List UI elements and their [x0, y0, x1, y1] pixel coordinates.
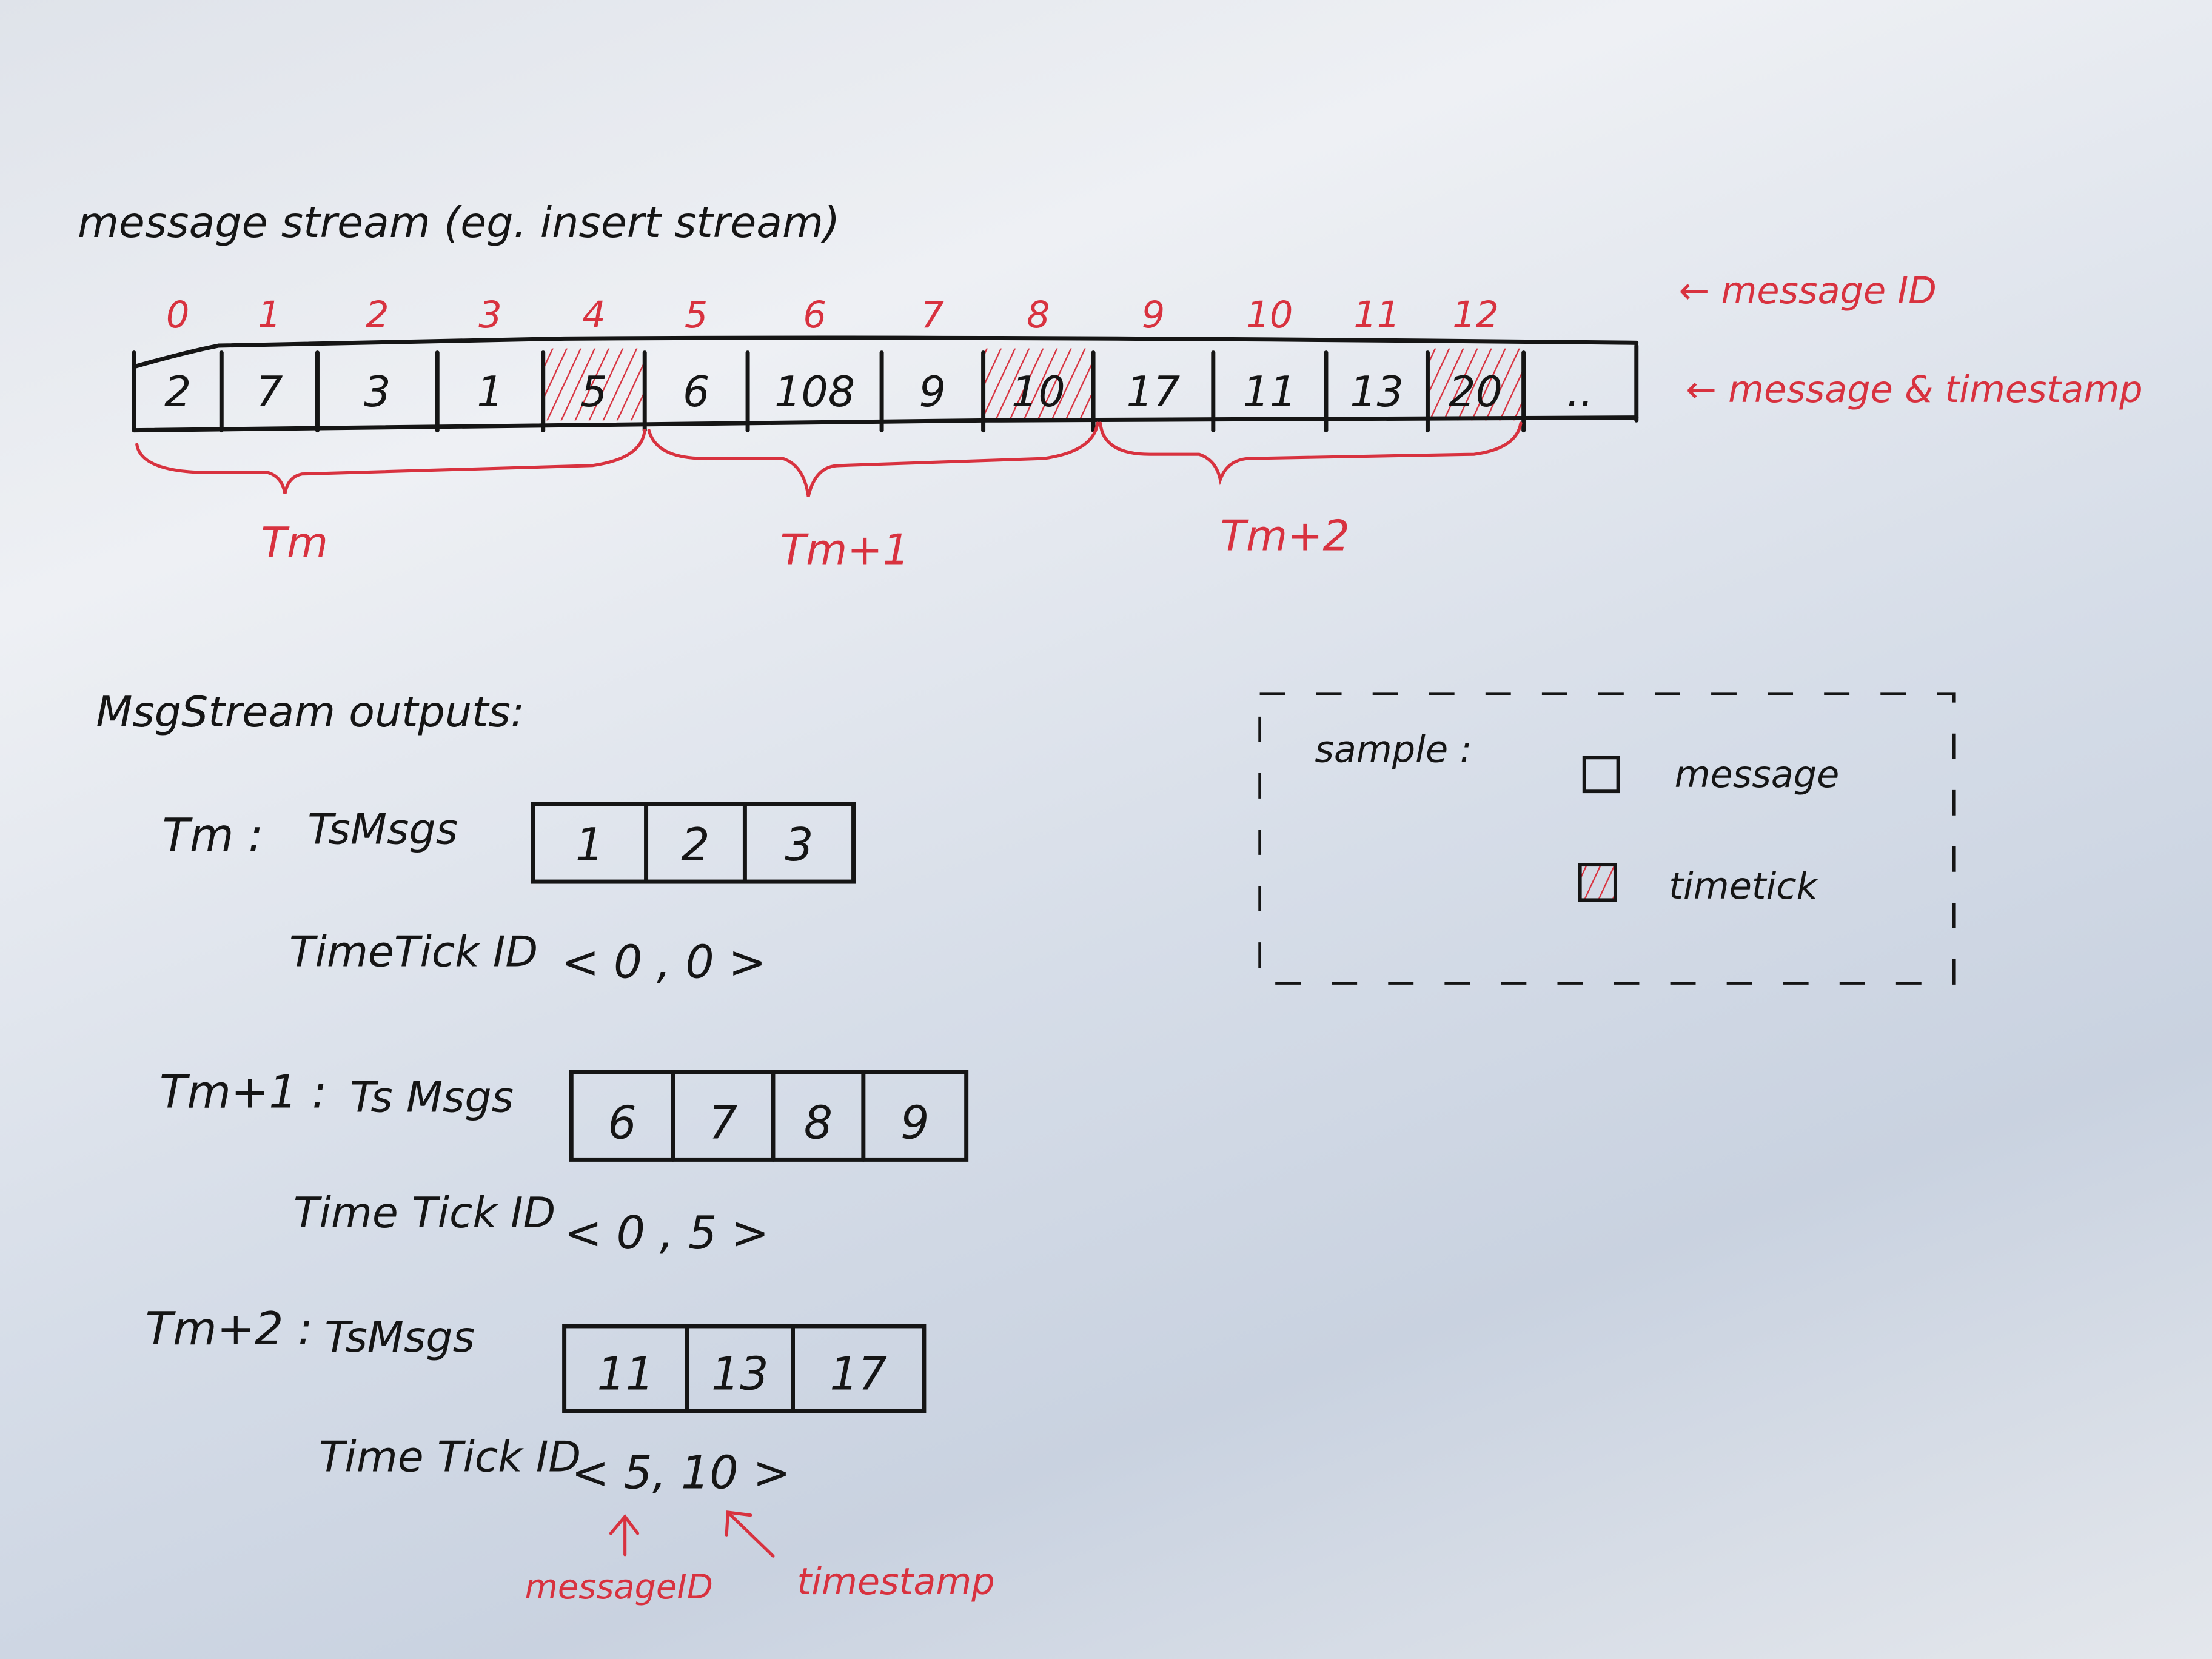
pointer-timestamp: timestamp	[797, 1561, 994, 1603]
brace-tm2	[1099, 421, 1523, 486]
tsmsgs-label: Ts Msgs	[350, 1073, 514, 1122]
message-cell-value: 2	[164, 367, 191, 417]
timetick-cell-value: 10	[1011, 367, 1065, 417]
message-id-label: 8	[1027, 294, 1050, 337]
tsmsgs-box	[531, 802, 856, 884]
tsmsg-value: 8	[804, 1097, 833, 1150]
timetick-cell-value: 5	[580, 367, 607, 417]
tsmsgs-box	[569, 1070, 969, 1162]
tsmsg-value: 6	[608, 1097, 636, 1150]
message-square-icon	[1582, 756, 1620, 794]
tsmsg-value: 7	[709, 1097, 737, 1150]
message-id-annotation: ← message ID	[1679, 270, 1937, 312]
timetick-id-value: < 0 , 0 >	[561, 936, 766, 988]
pointers: messageID timestamp	[525, 1510, 995, 1607]
timetick-hatched-square-icon	[1578, 863, 1617, 902]
tsmsgs-label: TsMsgs	[324, 1313, 475, 1362]
tsmsg-value: 13	[711, 1348, 769, 1401]
message-id-label: 3	[478, 294, 501, 337]
arrow-diagonal-icon	[725, 1510, 775, 1558]
message-id-label: 4	[582, 294, 605, 337]
message-id-label: 7	[921, 294, 944, 337]
timetick-id-value: < 0 , 5 >	[565, 1207, 769, 1259]
message-cell-value: 6	[683, 367, 709, 417]
message-id-label: 5	[685, 294, 708, 337]
output-label: Tm+2 :	[146, 1302, 313, 1355]
message-id-label: 11	[1353, 294, 1400, 337]
brace-tm1	[647, 421, 1099, 497]
tsmsg-value: 17	[830, 1348, 887, 1401]
output-label: Tm+1 :	[159, 1065, 327, 1118]
outputs-heading: MsgStream outputs:	[96, 688, 525, 737]
tsmsg-value: 1	[575, 819, 604, 871]
group-label-tm: Tm	[261, 518, 328, 568]
timetick-id-label: Time Tick ID	[319, 1433, 581, 1482]
timetick-cell-value: 20	[1449, 367, 1503, 417]
output-label: Tm :	[163, 809, 264, 862]
stream-bottom-border	[132, 415, 1639, 433]
diagram-title: message stream (eg. insert stream)	[78, 198, 840, 247]
tsmsgs-box	[562, 1324, 927, 1413]
tsmsg-value: 2	[681, 819, 709, 871]
stream-top-border	[132, 335, 1639, 369]
message-cell-value: 1	[477, 367, 503, 417]
message-id-label: 0	[166, 294, 189, 337]
legend-message-label: message	[1675, 754, 1840, 796]
message-id-label: 6	[803, 294, 826, 337]
tsmsg-value: 11	[597, 1348, 654, 1401]
brace-tm	[135, 429, 646, 494]
legend-title: sample :	[1315, 728, 1472, 771]
timetick-cell-hatch	[1427, 348, 1524, 421]
message-cell-value: ..	[1567, 367, 1594, 417]
group-label-tm1: Tm+1	[780, 526, 910, 575]
message-id-label: 2	[366, 294, 389, 337]
timetick-cell-hatch	[983, 348, 1094, 421]
legend-dashed-border	[1258, 692, 1956, 985]
legend: sample : message timetick	[1258, 692, 1956, 985]
message-cell-value: 13	[1350, 367, 1404, 417]
group-braces: Tm Tm+1 Tm+2	[135, 421, 1523, 575]
message-cell-value: 7	[256, 367, 283, 417]
message-stream: 2 7 3 1 5 6 108 9 10 17 11 13 20 ..0 1 2 3 4 5 6 7 8 9 10 11 12	[132, 294, 1639, 433]
tsmsg-value: 3	[785, 819, 813, 871]
timetick-id-label: Time Tick ID	[293, 1188, 555, 1238]
message-cell-value: 9	[919, 367, 946, 417]
timetick-cell-hatch	[543, 348, 645, 421]
message-cell-value: 3	[364, 367, 390, 417]
message-id-label: 10	[1246, 294, 1293, 337]
message-cell-value: 17	[1127, 367, 1181, 417]
group-label-tm2: Tm+2	[1220, 511, 1349, 560]
tsmsg-value: 9	[900, 1097, 929, 1150]
timetick-id-label: TimeTick ID	[289, 928, 538, 977]
message-cell-value: 11	[1242, 367, 1296, 417]
output-group: Tm+1 : Ts Msgs 6 7 8 9 Time Tick ID < 0 , 5 >	[159, 1065, 969, 1259]
tsmsgs-label: TsMsgs	[307, 805, 458, 854]
arrow-up-icon	[609, 1513, 640, 1557]
legend-timetick-label: timetick	[1669, 865, 1818, 908]
pointer-message-id: messageID	[525, 1567, 712, 1607]
timetick-id-value: < 5, 10 >	[571, 1446, 790, 1499]
message-id-label: 9	[1142, 294, 1165, 337]
output-group: Tm : TsMsgs 1 2 3 TimeTick ID < 0 , 0 >	[163, 802, 856, 988]
message-id-label: 1	[258, 294, 281, 337]
message-timestamp-annotation: ← message & timestamp	[1686, 369, 2142, 411]
message-id-label: 12	[1452, 294, 1499, 337]
output-group: Tm+2 : TsMsgs 11 13 17 Time Tick ID< 5, 10 >	[146, 1302, 927, 1499]
message-cell-value: 108	[774, 367, 855, 417]
